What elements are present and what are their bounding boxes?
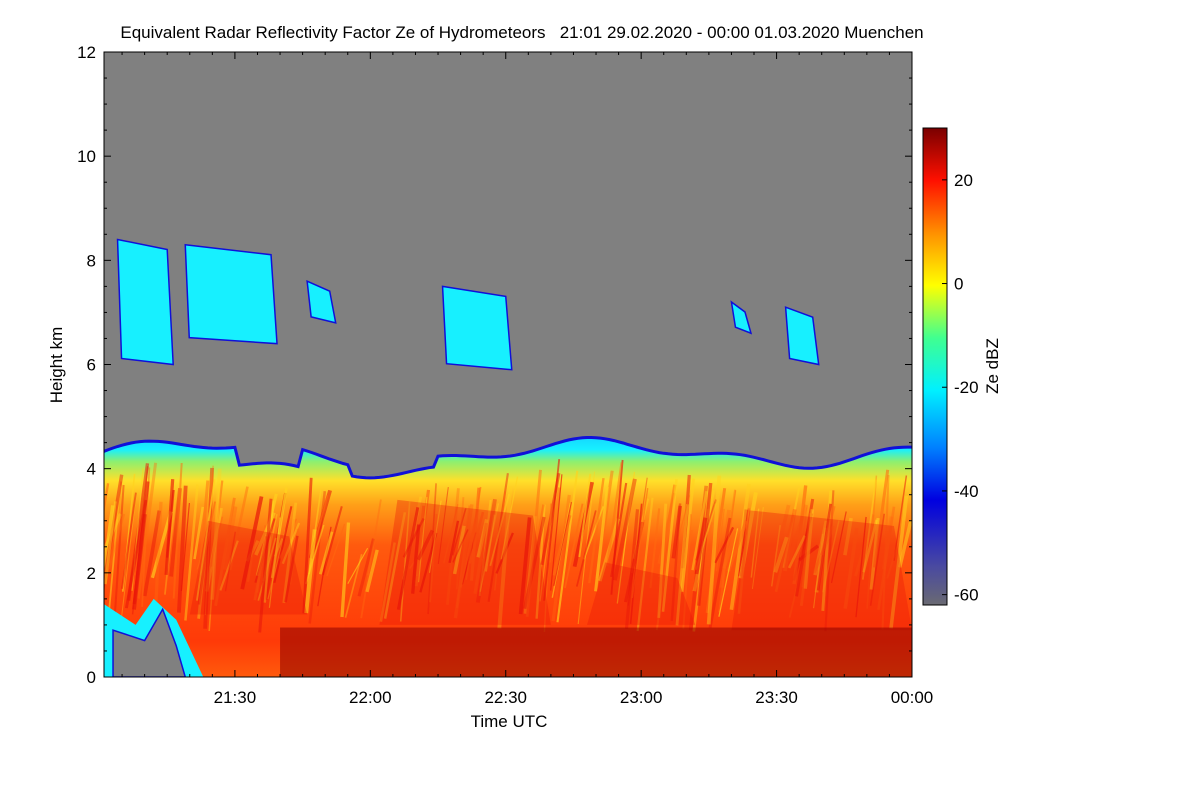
x-tick-label: 22:30 [484, 688, 527, 707]
colorbar-label: Ze dBZ [983, 338, 1002, 394]
cirrus-fragment [441, 285, 513, 371]
colorbar-tick-label: -20 [954, 378, 979, 397]
x-tick-label: 23:30 [755, 688, 798, 707]
y-tick-label: 2 [87, 564, 96, 583]
x-tick-label: 23:00 [620, 688, 663, 707]
colorbar-tick-label: 20 [954, 171, 973, 190]
cirrus-fragment [184, 243, 278, 345]
core-region [379, 499, 551, 625]
colorbar: -60 -40 -20 0 20 Ze dBZ [922, 127, 1002, 606]
bright-band [280, 627, 912, 677]
y-axis-label: Height km [47, 327, 66, 404]
cirrus-fragment [784, 306, 820, 366]
plot-area [103, 51, 913, 678]
y-axis: 0 2 4 6 8 10 12 [77, 43, 912, 687]
y-tick-label: 8 [87, 251, 96, 270]
x-tick-label: 21:30 [214, 688, 257, 707]
x-axis-label: Time UTC [471, 712, 548, 731]
x-tick-label: 00:00 [891, 688, 934, 707]
y-tick-label: 6 [87, 356, 96, 375]
core-region [586, 562, 696, 625]
cirrus-fragment [730, 300, 753, 335]
chart-title: Equivalent Radar Reflectivity Factor Ze … [120, 23, 923, 42]
y-tick-label: 12 [77, 43, 96, 62]
y-tick-label: 4 [87, 460, 96, 479]
reflectivity-field [104, 238, 912, 677]
cirrus-fragment [116, 238, 174, 366]
y-tick-label: 10 [77, 147, 96, 166]
core-region [189, 520, 308, 615]
core-region [731, 510, 912, 631]
cirrus-fragment [306, 279, 337, 324]
colorbar-tick-label: 0 [954, 275, 963, 294]
colorbar-ticks: -60 -40 -20 0 20 [942, 171, 979, 605]
x-axis: 21:30 22:00 22:30 23:00 23:30 00:00 [121, 52, 934, 707]
colorbar-gradient [922, 127, 948, 606]
cloud-top-edge [104, 436, 912, 480]
colorbar-tick-label: -60 [954, 586, 979, 605]
y-tick-label: 0 [87, 668, 96, 687]
low-gray-gap [112, 607, 187, 677]
upper-cirrus [116, 238, 820, 371]
x-tick-label: 22:00 [349, 688, 392, 707]
colorbar-tick-label: -40 [954, 482, 979, 501]
fall-streaks [104, 459, 912, 633]
